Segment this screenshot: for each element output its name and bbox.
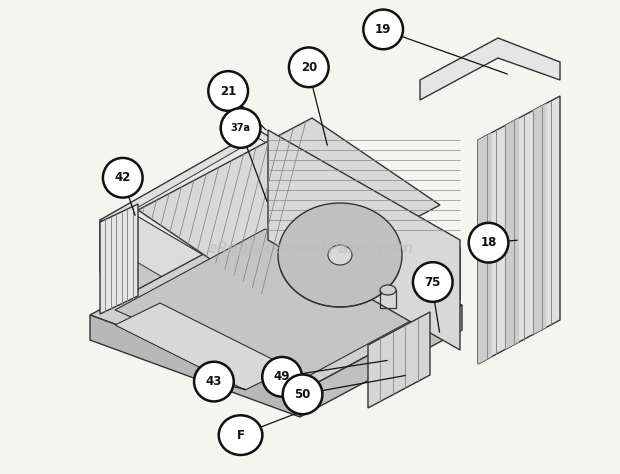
Polygon shape <box>115 229 440 386</box>
Text: eReplacementParts.com: eReplacementParts.com <box>206 240 414 255</box>
Circle shape <box>103 158 143 198</box>
Polygon shape <box>300 305 462 417</box>
Circle shape <box>413 262 453 302</box>
Text: 75: 75 <box>425 275 441 289</box>
Polygon shape <box>505 118 519 349</box>
Polygon shape <box>90 315 300 417</box>
Ellipse shape <box>328 245 352 265</box>
Polygon shape <box>100 204 138 314</box>
Circle shape <box>283 374 322 414</box>
Circle shape <box>262 357 302 397</box>
Ellipse shape <box>278 203 402 307</box>
Polygon shape <box>368 312 430 408</box>
Circle shape <box>363 9 403 49</box>
Ellipse shape <box>219 415 262 455</box>
Polygon shape <box>302 248 460 390</box>
Ellipse shape <box>380 285 396 295</box>
Polygon shape <box>268 130 460 350</box>
Text: 49: 49 <box>274 370 290 383</box>
Text: F: F <box>237 428 244 442</box>
Polygon shape <box>138 118 440 297</box>
Circle shape <box>221 108 260 148</box>
Polygon shape <box>533 103 546 335</box>
Polygon shape <box>312 245 440 365</box>
Text: 19: 19 <box>375 23 391 36</box>
Text: 21: 21 <box>220 84 236 98</box>
Polygon shape <box>90 228 462 392</box>
Text: 50: 50 <box>294 388 311 401</box>
Polygon shape <box>478 96 560 364</box>
Circle shape <box>469 223 508 263</box>
Polygon shape <box>100 220 302 390</box>
Text: 18: 18 <box>480 236 497 249</box>
Polygon shape <box>130 138 440 319</box>
Circle shape <box>194 362 234 401</box>
Polygon shape <box>420 38 560 100</box>
Polygon shape <box>100 130 460 338</box>
Text: 37a: 37a <box>231 123 250 133</box>
Circle shape <box>289 47 329 87</box>
Text: 20: 20 <box>301 61 317 74</box>
Polygon shape <box>478 133 492 364</box>
Polygon shape <box>130 212 312 365</box>
Text: 42: 42 <box>115 171 131 184</box>
Text: 43: 43 <box>206 375 222 388</box>
Polygon shape <box>115 303 290 390</box>
Circle shape <box>208 71 248 111</box>
